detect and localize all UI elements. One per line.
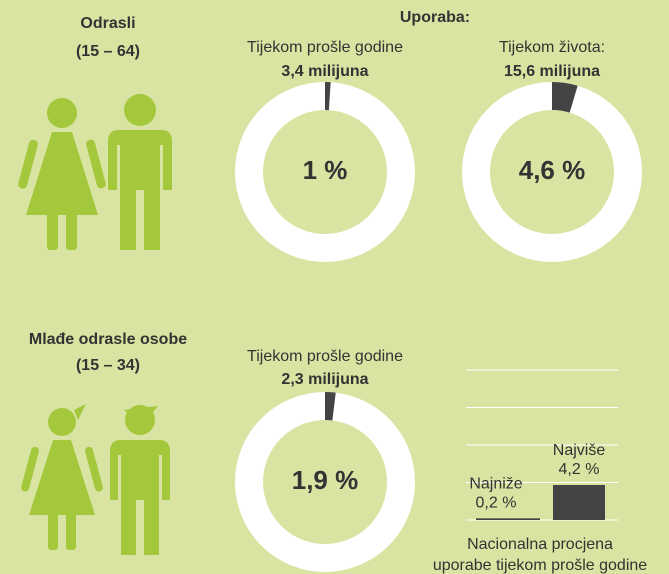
donut-count: 3,4 milijuna	[281, 63, 368, 80]
young-title: Mlađe odrasle osobe	[29, 331, 187, 348]
young-figures	[21, 404, 170, 555]
donut-value-label: 1,9 %	[292, 465, 359, 495]
donut-value-label: 1 %	[303, 155, 348, 185]
caption: Nacionalna procjena	[467, 536, 613, 553]
bar-value-label: 4,2 %	[559, 461, 600, 478]
bar-name: Najniže	[469, 476, 522, 493]
donut-value-label: 4,6 %	[519, 155, 586, 185]
donut-label: Tijekom života:	[499, 39, 605, 56]
donut-wedge	[552, 82, 578, 113]
bar-value-label: 0,2 %	[476, 495, 517, 512]
donut-label: Tijekom prošle godine	[247, 39, 403, 56]
adults-title: Odrasli	[80, 15, 135, 32]
donut-wedge	[325, 82, 331, 111]
caption: uporabe tijekom prošle godine	[433, 557, 647, 574]
donut-label: Tijekom prošle godine	[247, 348, 403, 365]
adult-figures	[18, 94, 172, 250]
bar	[553, 485, 605, 520]
usage-heading: Uporaba:	[400, 9, 470, 26]
donut-count: 15,6 milijuna	[504, 63, 600, 80]
bar-name: Najviše	[553, 442, 606, 459]
donut-wedge	[325, 392, 336, 421]
bar	[476, 518, 540, 520]
donut-count: 2,3 milijuna	[281, 371, 368, 388]
young-age: (15 – 34)	[76, 357, 140, 374]
adults-age: (15 – 64)	[76, 43, 140, 60]
